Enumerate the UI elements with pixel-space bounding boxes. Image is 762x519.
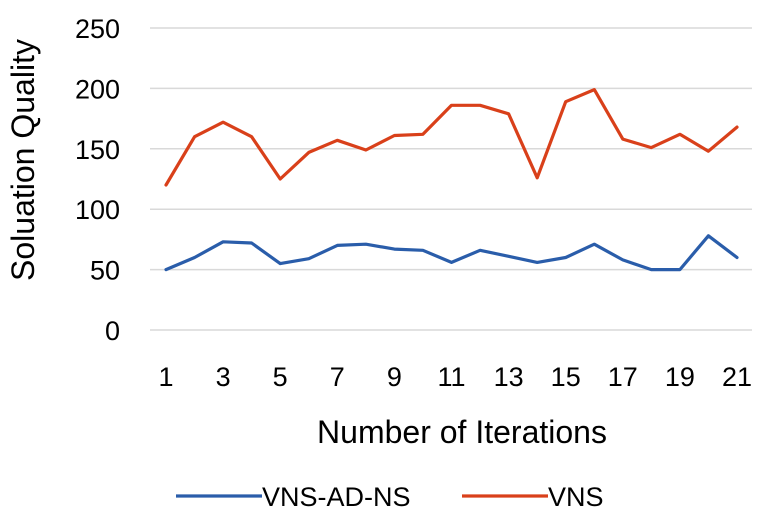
x-axis-title: Number of Iterations (317, 414, 607, 450)
y-tick-label: 50 (90, 256, 120, 286)
x-tick-label: 19 (665, 362, 695, 392)
x-tick-label: 21 (722, 362, 752, 392)
legend-label: VNS-AD-NS (262, 482, 411, 512)
y-tick-label: 250 (75, 14, 120, 44)
gridlines (150, 27, 752, 331)
x-tick-label: 1 (158, 362, 173, 392)
x-tick-label: 7 (330, 362, 345, 392)
x-tick-label: 17 (608, 362, 638, 392)
x-tick-label: 9 (387, 362, 402, 392)
y-axis-ticks: 0 50 100 150 200 250 (75, 14, 120, 346)
y-tick-label: 150 (75, 135, 120, 165)
legend-label: VNS (548, 482, 604, 512)
y-tick-label: 0 (105, 316, 120, 346)
x-tick-label: 5 (273, 362, 288, 392)
series-line-vns-ad-ns (164, 234, 739, 272)
y-tick-label: 200 (75, 74, 120, 104)
x-tick-label: 15 (551, 362, 581, 392)
x-axis-ticks: 1 3 5 7 9 11 13 15 17 19 21 (158, 362, 752, 392)
x-tick-label: 3 (216, 362, 231, 392)
series-line-vns (164, 87, 739, 187)
x-tick-label: 13 (494, 362, 524, 392)
legend: VNS-AD-NS VNS (176, 482, 604, 512)
x-tick-label: 11 (437, 362, 465, 392)
y-tick-label: 100 (75, 195, 120, 225)
series-lines (164, 87, 739, 272)
y-axis-title: Soluation Quality (5, 39, 41, 281)
